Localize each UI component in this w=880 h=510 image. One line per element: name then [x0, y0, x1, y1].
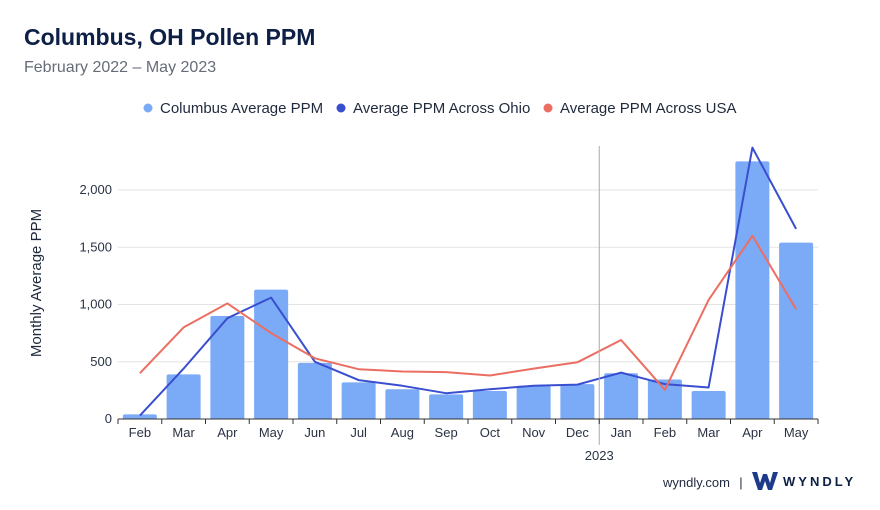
bar — [779, 242, 814, 419]
bar — [385, 389, 420, 419]
bar — [122, 414, 157, 419]
x-tick-label: Sep — [435, 425, 458, 440]
legend-label: Columbus Average PPM — [160, 100, 323, 117]
bar — [166, 374, 201, 419]
series-line — [139, 146, 797, 417]
legend-label: Average PPM Across USA — [560, 100, 736, 117]
bar — [472, 390, 507, 419]
x-tick-label: Jan — [611, 425, 632, 440]
legend-label: Average PPM Across Ohio — [353, 100, 530, 117]
x-tick-label: Apr — [217, 425, 238, 440]
year-label: 2023 — [585, 448, 614, 463]
footer-separator: | — [739, 475, 742, 490]
bar — [647, 379, 682, 419]
bar — [254, 289, 289, 419]
bar — [297, 362, 332, 419]
y-tick-label: 500 — [90, 354, 112, 369]
series-line — [139, 234, 797, 391]
x-tick-label: Feb — [654, 425, 676, 440]
y-axis-label: Monthly Average PPM — [28, 209, 45, 357]
x-tick-label: Jul — [350, 425, 367, 440]
brand-name: WYNDLY — [783, 474, 856, 489]
legend: Columbus Average PPM Average PPM Across O… — [143, 100, 736, 117]
y-tick-label: 1,000 — [79, 297, 112, 312]
bar — [341, 382, 376, 419]
x-tick-label: Nov — [522, 425, 546, 440]
x-tick-label: Apr — [742, 425, 763, 440]
bar — [604, 373, 639, 419]
footer-site-link[interactable]: wyndly.com — [662, 475, 730, 490]
legend-swatch — [143, 103, 153, 113]
wyndly-logo-icon — [752, 472, 778, 490]
axes-group: 2023 Feb Mar Apr May Jun Jul Aug Sep Oct Nov Dec Jan… — [117, 146, 819, 463]
x-tick-label: Dec — [566, 425, 590, 440]
x-tick-label: Jun — [304, 425, 325, 440]
y-tick-label: 0 — [105, 411, 112, 426]
chart-title: Columbus, OH Pollen PPM — [24, 24, 316, 50]
bars-group — [122, 161, 814, 419]
bar — [560, 384, 595, 419]
y-tick-label: 1,500 — [79, 239, 112, 254]
bar — [210, 315, 245, 419]
bar — [691, 390, 726, 419]
bar — [735, 161, 770, 419]
legend-swatch — [336, 103, 346, 113]
x-tick-label: May — [784, 425, 809, 440]
x-tick-label: Mar — [697, 425, 720, 440]
y-tick-label: 2,000 — [79, 182, 112, 197]
bar — [429, 394, 464, 419]
x-tick-label: May — [259, 425, 284, 440]
x-tick-label: Aug — [391, 425, 414, 440]
lines-group — [139, 146, 797, 417]
x-tick-label: Feb — [129, 425, 151, 440]
x-tick-label: Mar — [172, 425, 195, 440]
legend-swatch — [543, 103, 553, 113]
chart-subtitle: February 2022 – May 2023 — [24, 59, 217, 76]
x-tick-label: Oct — [480, 425, 501, 440]
bar — [516, 385, 551, 419]
